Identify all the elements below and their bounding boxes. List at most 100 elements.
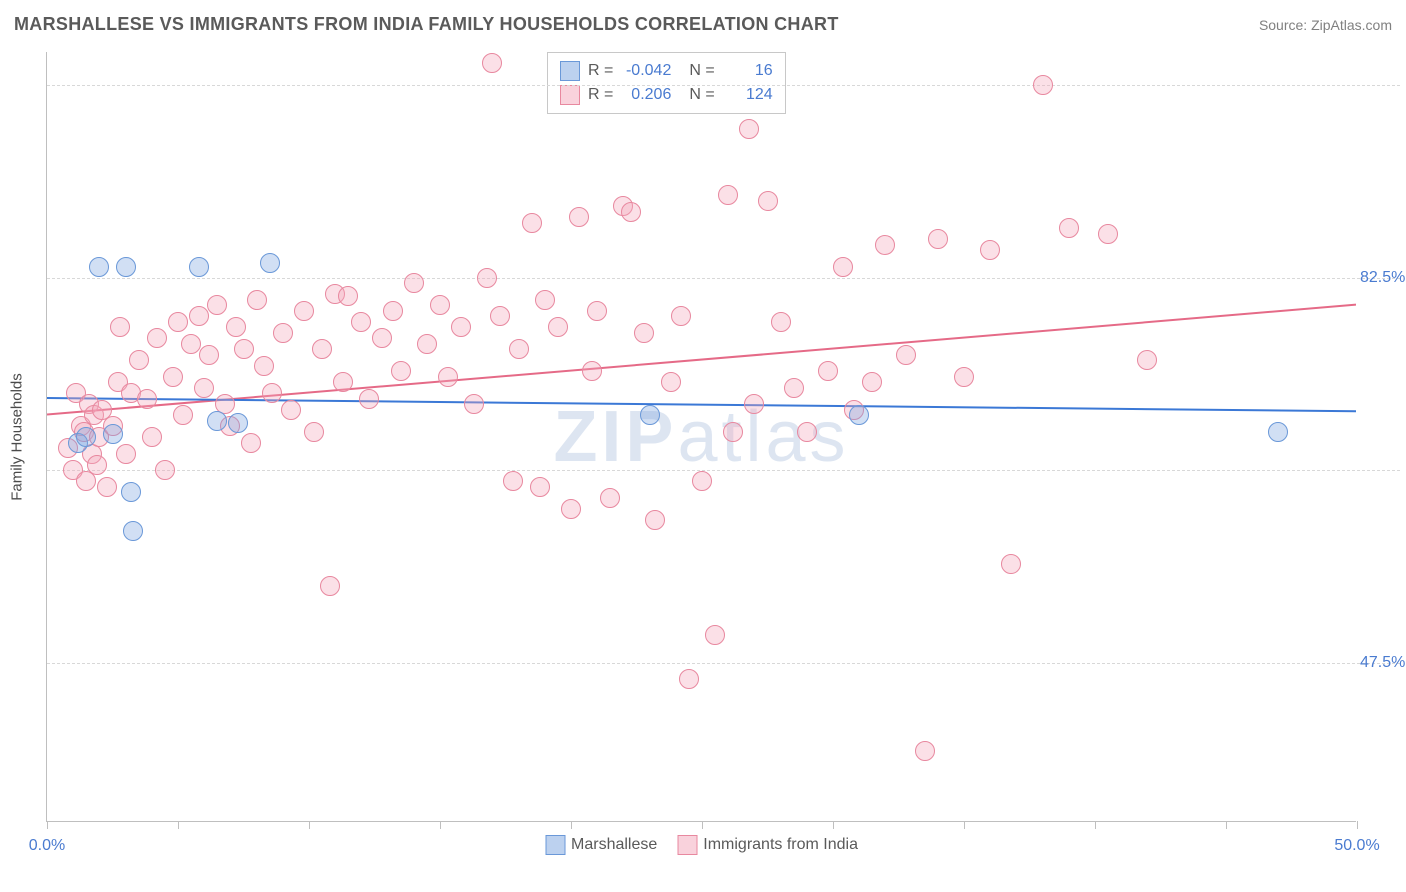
data-point [896,345,916,365]
plot-area: Family Households ZIPatlas R = -0.042 N … [46,52,1356,822]
data-point [818,361,838,381]
data-point [338,286,358,306]
data-point [103,424,123,444]
data-point [569,207,589,227]
swatch-pink-icon [560,85,580,105]
data-point [320,576,340,596]
data-point [417,334,437,354]
data-point [155,460,175,480]
data-point [147,328,167,348]
x-tick [1226,821,1227,829]
data-point [168,312,188,332]
data-point [359,389,379,409]
data-point [262,383,282,403]
data-point [142,427,162,447]
data-point [634,323,654,343]
data-point [582,361,602,381]
data-point [116,257,136,277]
data-point [123,521,143,541]
data-point [561,499,581,519]
data-point [451,317,471,337]
data-point [228,413,248,433]
x-tick-label: 50.0% [1334,837,1379,855]
data-point [76,427,96,447]
data-point [1033,75,1053,95]
gridline [47,85,1400,86]
data-point [194,378,214,398]
data-point [1098,224,1118,244]
data-point [207,295,227,315]
data-point [234,339,254,359]
data-point [97,477,117,497]
data-point [915,741,935,761]
data-point [207,411,227,431]
data-point [980,240,1000,260]
data-point [621,202,641,222]
x-tick [309,821,310,829]
data-point [110,317,130,337]
data-point [705,625,725,645]
data-point [333,372,353,392]
data-point [281,400,301,420]
stats-box: R = -0.042 N = 16 R = 0.206 N = 124 [547,52,786,114]
data-point [372,328,392,348]
data-point [312,339,332,359]
data-point [181,334,201,354]
data-point [199,345,219,365]
data-point [522,213,542,233]
data-point [294,301,314,321]
data-point [383,301,403,321]
data-point [548,317,568,337]
data-point [692,471,712,491]
data-point [718,185,738,205]
x-tick [1357,821,1358,829]
data-point [129,350,149,370]
data-point [241,433,261,453]
y-axis-title: Family Households [9,373,26,501]
x-tick-label: 0.0% [29,837,65,855]
gridline [47,663,1400,664]
title-bar: MARSHALLESE VS IMMIGRANTS FROM INDIA FAM… [14,14,1392,35]
data-point [273,323,293,343]
data-point [351,312,371,332]
x-tick [833,821,834,829]
x-tick [440,821,441,829]
gridline [47,470,1400,471]
swatch-blue-icon [545,835,565,855]
data-point [121,482,141,502]
x-tick [702,821,703,829]
data-point [1137,350,1157,370]
data-point [1001,554,1021,574]
data-point [482,53,502,73]
data-point [1268,422,1288,442]
x-tick [47,821,48,829]
source-attribution: Source: ZipAtlas.com [1259,17,1392,33]
x-tick [964,821,965,829]
data-point [189,257,209,277]
x-tick [571,821,572,829]
data-point [247,290,267,310]
data-point [875,235,895,255]
data-point [163,367,183,387]
gridline [47,278,1400,279]
data-point [849,405,869,425]
x-tick [1095,821,1096,829]
legend-item-2: Immigrants from India [677,835,858,855]
data-point [600,488,620,508]
data-point [404,273,424,293]
y-tick-label: 47.5% [1360,654,1406,672]
data-point [173,405,193,425]
data-point [833,257,853,277]
data-point [744,394,764,414]
data-point [1059,218,1079,238]
data-point [954,367,974,387]
data-point [640,405,660,425]
data-point [254,356,274,376]
data-point [464,394,484,414]
data-point [797,422,817,442]
chart-container: MARSHALLESE VS IMMIGRANTS FROM INDIA FAM… [0,0,1406,892]
data-point [503,471,523,491]
data-point [89,257,109,277]
data-point [391,361,411,381]
data-point [260,253,280,273]
